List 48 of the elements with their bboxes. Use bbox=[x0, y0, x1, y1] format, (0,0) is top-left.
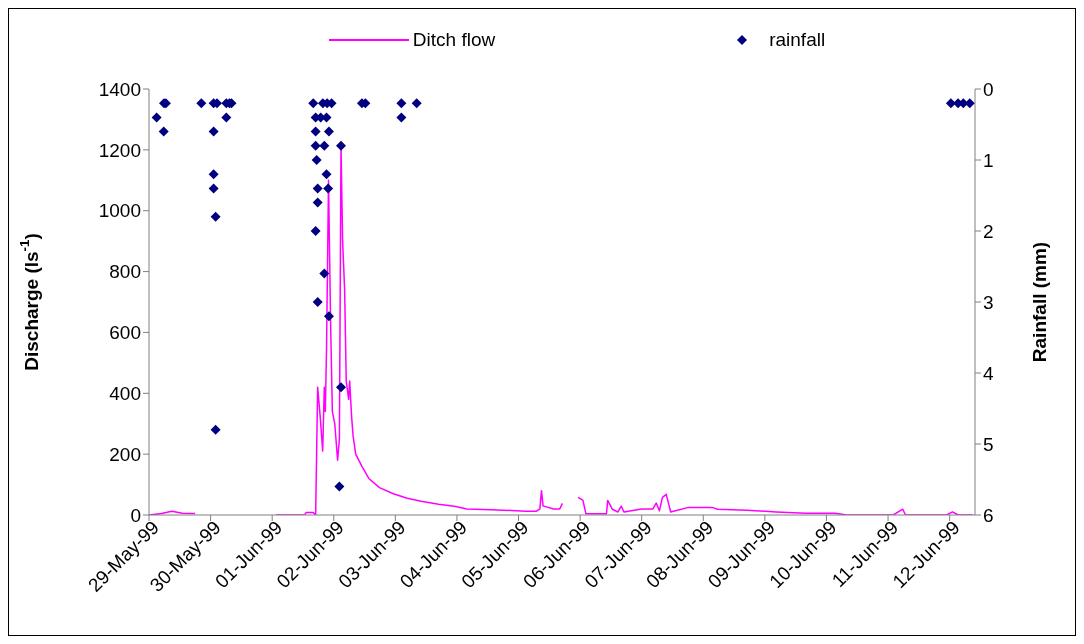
y-tick-label: 600 bbox=[109, 322, 141, 344]
point bbox=[310, 226, 321, 236]
point bbox=[312, 183, 323, 194]
point bbox=[336, 140, 347, 151]
point bbox=[321, 169, 332, 180]
y-tick-label: 1000 bbox=[98, 200, 141, 222]
legend-label: Ditch flow bbox=[412, 29, 496, 51]
point bbox=[323, 126, 334, 137]
legend-label: rainfall bbox=[769, 29, 826, 51]
point bbox=[411, 98, 422, 109]
y2-tick-label: 5 bbox=[983, 433, 994, 455]
point bbox=[208, 126, 219, 137]
y-tick-label: 1200 bbox=[98, 139, 141, 161]
y-tick-label: 0 bbox=[130, 504, 141, 526]
point bbox=[208, 183, 219, 194]
point bbox=[310, 140, 321, 151]
y2-tick-label: 1 bbox=[983, 149, 994, 171]
point bbox=[396, 112, 407, 123]
point bbox=[208, 169, 219, 180]
point bbox=[319, 140, 330, 151]
point bbox=[312, 197, 323, 208]
point bbox=[151, 112, 162, 123]
y2-axis-title: Rainfall (mm) bbox=[1029, 241, 1051, 363]
y2-tick-label: 2 bbox=[983, 220, 994, 242]
point bbox=[311, 155, 322, 165]
y2-tick-label: 0 bbox=[983, 78, 994, 100]
point bbox=[323, 311, 334, 322]
y-tick-label: 400 bbox=[109, 383, 141, 405]
point bbox=[336, 382, 347, 393]
point bbox=[308, 98, 319, 109]
point bbox=[158, 126, 169, 137]
point bbox=[196, 98, 207, 109]
point bbox=[319, 268, 330, 279]
y2-tick-label: 4 bbox=[983, 362, 994, 384]
point bbox=[210, 424, 221, 435]
point bbox=[210, 211, 221, 222]
point bbox=[312, 297, 323, 307]
y2-tick-label: 6 bbox=[983, 504, 994, 526]
point bbox=[945, 98, 956, 109]
point bbox=[310, 126, 321, 137]
point bbox=[396, 98, 407, 109]
point bbox=[323, 183, 334, 194]
y-tick-label: 1400 bbox=[98, 78, 141, 100]
point bbox=[221, 112, 232, 123]
y-tick-label: 200 bbox=[109, 443, 141, 465]
y2-tick-label: 3 bbox=[983, 291, 994, 313]
point bbox=[334, 481, 345, 492]
y-tick-label: 800 bbox=[109, 261, 141, 283]
